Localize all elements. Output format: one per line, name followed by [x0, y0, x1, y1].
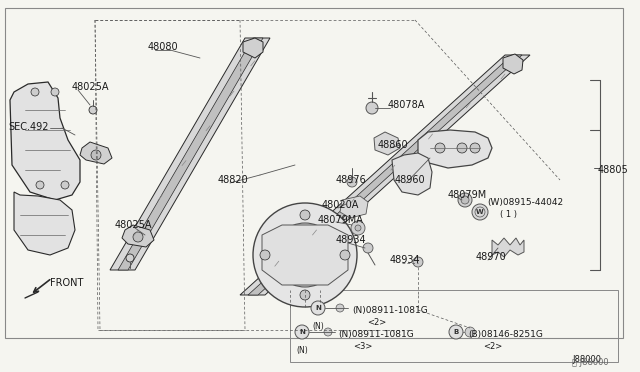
Text: ␹ J88000: ␹ J88000 [572, 358, 609, 367]
Circle shape [324, 328, 332, 336]
Circle shape [363, 243, 373, 253]
Text: <3>: <3> [353, 342, 372, 351]
Polygon shape [374, 132, 400, 155]
Circle shape [126, 254, 134, 262]
Circle shape [340, 250, 350, 260]
Circle shape [347, 177, 357, 187]
Polygon shape [418, 130, 492, 168]
Text: 48078A: 48078A [388, 100, 426, 110]
Circle shape [253, 203, 357, 307]
Circle shape [472, 204, 488, 220]
Circle shape [413, 257, 423, 267]
Circle shape [366, 102, 378, 114]
Text: (N): (N) [312, 322, 324, 331]
Text: 48025A: 48025A [115, 220, 152, 230]
Circle shape [300, 290, 310, 300]
Circle shape [449, 325, 463, 339]
Polygon shape [262, 225, 348, 285]
Circle shape [133, 232, 143, 242]
Text: FRONT: FRONT [50, 278, 83, 288]
Circle shape [300, 210, 310, 220]
Circle shape [273, 223, 337, 287]
Circle shape [336, 304, 344, 312]
Text: ( 1 ): ( 1 ) [500, 210, 517, 219]
Circle shape [51, 88, 59, 96]
Text: W: W [476, 209, 484, 215]
Circle shape [31, 88, 39, 96]
Circle shape [260, 250, 270, 260]
Text: 48079M: 48079M [448, 190, 487, 200]
Text: 48080: 48080 [148, 42, 179, 52]
Text: (B)08146-8251G: (B)08146-8251G [468, 330, 543, 339]
Text: 48934: 48934 [390, 255, 420, 265]
Text: <2>: <2> [367, 318, 387, 327]
Polygon shape [118, 38, 263, 270]
Text: 48079MA: 48079MA [318, 215, 364, 225]
Text: N: N [299, 329, 305, 335]
Circle shape [355, 225, 361, 231]
Circle shape [89, 106, 97, 114]
Text: 48976: 48976 [336, 175, 367, 185]
Text: 48820: 48820 [218, 175, 249, 185]
Text: SEC.492: SEC.492 [8, 122, 49, 132]
Text: (N)08911-1081G: (N)08911-1081G [338, 330, 413, 339]
Text: 48934: 48934 [336, 235, 367, 245]
Text: (N): (N) [296, 346, 308, 355]
Polygon shape [240, 55, 530, 295]
Circle shape [295, 325, 309, 339]
Circle shape [461, 196, 469, 204]
Circle shape [61, 181, 69, 189]
Text: J88000: J88000 [572, 355, 601, 364]
Circle shape [458, 193, 472, 207]
Polygon shape [340, 196, 368, 218]
Text: N: N [315, 305, 321, 311]
Bar [290, 290, 618, 362]
Circle shape [91, 150, 101, 160]
Text: 48960: 48960 [395, 175, 426, 185]
Text: 48805: 48805 [598, 165, 628, 175]
Circle shape [465, 327, 475, 337]
Text: 48025A: 48025A [72, 82, 109, 92]
Polygon shape [14, 192, 75, 255]
Polygon shape [492, 238, 524, 257]
Circle shape [351, 221, 365, 235]
Text: 48970: 48970 [476, 252, 507, 262]
Text: (W)08915-44042: (W)08915-44042 [487, 198, 563, 207]
Polygon shape [80, 142, 112, 164]
Bar [5, 8, 623, 338]
Polygon shape [243, 38, 263, 58]
Text: 48020A: 48020A [322, 200, 360, 210]
Text: <2>: <2> [483, 342, 502, 351]
Circle shape [36, 181, 44, 189]
Circle shape [311, 301, 325, 315]
Polygon shape [392, 153, 432, 195]
Polygon shape [110, 38, 270, 270]
Polygon shape [10, 82, 80, 200]
Circle shape [470, 143, 480, 153]
Text: 48860: 48860 [378, 140, 408, 150]
Text: B: B [453, 329, 459, 335]
Circle shape [435, 143, 445, 153]
Polygon shape [122, 225, 154, 247]
Polygon shape [503, 54, 523, 74]
Circle shape [293, 243, 317, 267]
Text: (N)08911-1081G: (N)08911-1081G [352, 306, 428, 315]
Circle shape [457, 143, 467, 153]
Polygon shape [248, 55, 522, 295]
